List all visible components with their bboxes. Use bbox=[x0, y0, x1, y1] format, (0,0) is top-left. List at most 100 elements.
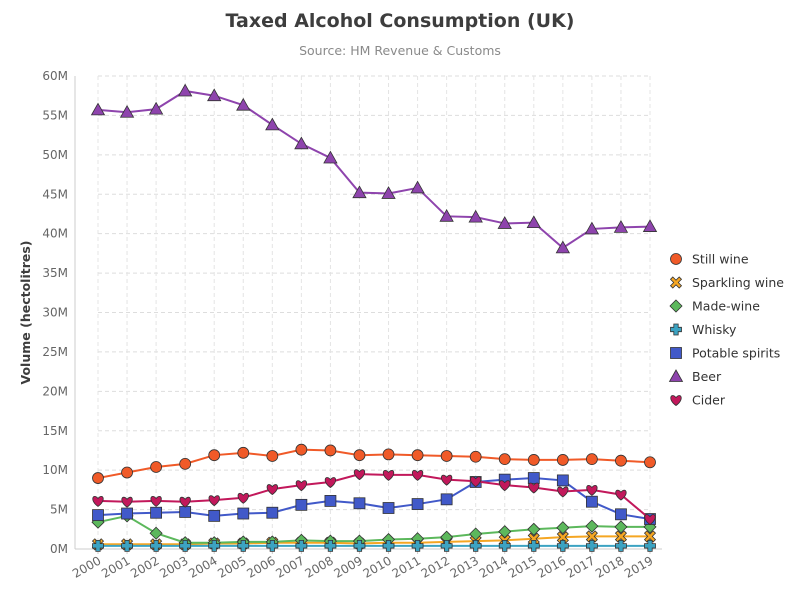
data-point-whisky bbox=[440, 539, 453, 552]
legend-marker-sparkling-wine bbox=[669, 276, 683, 289]
data-point-beer bbox=[265, 117, 280, 131]
data-point-whisky bbox=[556, 539, 569, 552]
data-point-sparkling-wine bbox=[585, 530, 598, 543]
data-point-whisky bbox=[121, 539, 133, 552]
y-tick-label: 20M bbox=[42, 384, 68, 398]
y-tick-label: 40M bbox=[42, 227, 68, 241]
data-point-still-wine bbox=[324, 444, 337, 457]
legend-item-beer[interactable]: Beer bbox=[668, 369, 722, 384]
data-point-still-wine bbox=[208, 449, 221, 462]
data-point-made-wine bbox=[556, 521, 570, 535]
x-tick-label: 2013 bbox=[448, 553, 481, 580]
y-tick-label: 10M bbox=[42, 463, 68, 477]
data-point-potable-spirits bbox=[411, 498, 424, 510]
x-tick-label: 2007 bbox=[273, 553, 306, 580]
y-tick-label: 50M bbox=[42, 148, 68, 162]
data-point-made-wine bbox=[614, 520, 628, 534]
data-point-potable-spirits bbox=[440, 493, 453, 506]
x-tick-label: 2016 bbox=[535, 553, 568, 580]
data-point-still-wine bbox=[237, 446, 250, 459]
data-point-beer bbox=[526, 215, 541, 229]
legend-marker-beer bbox=[668, 369, 684, 382]
y-axis-title: Volume (hectolitres) bbox=[18, 240, 33, 384]
data-point-potable-spirits bbox=[382, 502, 395, 514]
data-point-cider bbox=[557, 486, 569, 498]
y-tick-label: 35M bbox=[42, 266, 68, 280]
x-tick-label: 2019 bbox=[622, 553, 655, 580]
legend-item-still-wine[interactable]: Still wine bbox=[670, 252, 749, 267]
x-tick-label: 2014 bbox=[477, 553, 510, 580]
x-tick-label: 2012 bbox=[419, 553, 452, 580]
data-point-cider bbox=[295, 480, 307, 492]
data-point-still-wine bbox=[266, 450, 279, 462]
x-tick-label: 2003 bbox=[157, 553, 190, 580]
data-point-cider bbox=[237, 492, 249, 504]
x-tick-label: 2009 bbox=[332, 553, 365, 580]
data-point-whisky bbox=[237, 539, 250, 552]
data-point-beer bbox=[381, 186, 396, 199]
series-layer bbox=[90, 83, 658, 552]
data-point-still-wine bbox=[353, 449, 366, 462]
y-tick-label: 45M bbox=[42, 187, 68, 201]
data-point-whisky bbox=[644, 539, 656, 552]
data-point-beer bbox=[90, 102, 106, 116]
y-tick-label: 5M bbox=[50, 503, 68, 517]
data-point-beer bbox=[294, 136, 309, 150]
y-tick-label: 25M bbox=[42, 345, 68, 359]
legend-marker-whisky bbox=[670, 323, 682, 336]
data-point-potable-spirits bbox=[237, 507, 250, 520]
data-point-still-wine bbox=[295, 443, 308, 456]
data-point-beer bbox=[119, 104, 135, 118]
data-point-beer bbox=[352, 185, 367, 199]
legend-item-potable-spirits[interactable]: Potable spirits bbox=[670, 346, 781, 361]
data-point-potable-spirits bbox=[324, 495, 337, 507]
x-tick-label: 2006 bbox=[244, 553, 277, 580]
legend-item-whisky[interactable]: Whisky bbox=[670, 322, 738, 337]
data-point-made-wine bbox=[585, 519, 599, 533]
data-point-whisky bbox=[498, 539, 511, 552]
data-point-still-wine bbox=[469, 450, 482, 463]
legend-item-sparkling-wine[interactable]: Sparkling wine bbox=[669, 275, 785, 290]
x-tick-label: 2015 bbox=[506, 553, 539, 580]
legend[interactable]: Still wine Sparkling wine Made-wine Whisky P… bbox=[668, 252, 785, 408]
legend-label: Made-wine bbox=[692, 299, 760, 314]
data-point-cider bbox=[266, 484, 278, 496]
data-point-cider bbox=[528, 482, 540, 494]
chart-subtitle: Source: HM Revenue & Customs bbox=[299, 43, 501, 58]
data-point-still-wine bbox=[527, 454, 540, 466]
data-point-made-wine bbox=[527, 522, 541, 536]
data-point-beer bbox=[497, 216, 512, 229]
x-tick-label: 2005 bbox=[215, 553, 248, 580]
x-tick-label: 2000 bbox=[70, 553, 103, 580]
data-point-beer bbox=[207, 88, 222, 102]
data-point-whisky bbox=[150, 539, 163, 552]
x-tick-label: 2002 bbox=[128, 553, 161, 580]
data-point-whisky bbox=[411, 539, 424, 552]
data-point-cider bbox=[644, 514, 656, 526]
legend-label: Cider bbox=[692, 393, 726, 408]
data-point-made-wine bbox=[498, 525, 512, 539]
legend-item-made-wine[interactable]: Made-wine bbox=[669, 299, 760, 314]
data-point-potable-spirits bbox=[92, 509, 104, 522]
x-tick-label: 2008 bbox=[302, 553, 335, 580]
data-point-potable-spirits bbox=[585, 495, 598, 508]
data-point-still-wine bbox=[411, 449, 424, 462]
legend-label: Still wine bbox=[692, 252, 749, 267]
data-point-beer bbox=[468, 209, 483, 223]
data-point-whisky bbox=[92, 539, 104, 552]
data-point-still-wine bbox=[585, 453, 598, 466]
legend-label: Beer bbox=[692, 369, 722, 384]
data-point-made-wine bbox=[149, 526, 163, 540]
legend-item-cider[interactable]: Cider bbox=[670, 393, 726, 408]
data-point-sparkling-wine bbox=[527, 532, 540, 545]
data-point-potable-spirits bbox=[556, 474, 569, 487]
data-point-cider bbox=[121, 496, 133, 508]
data-point-whisky bbox=[615, 539, 627, 552]
data-point-potable-spirits bbox=[353, 497, 366, 510]
x-tick-label: 2011 bbox=[390, 553, 423, 580]
legend-label: Potable spirits bbox=[692, 346, 780, 361]
x-tick-label: 2004 bbox=[186, 553, 219, 580]
data-point-beer bbox=[613, 220, 629, 233]
data-point-still-wine bbox=[556, 454, 569, 466]
data-point-beer bbox=[555, 240, 571, 254]
